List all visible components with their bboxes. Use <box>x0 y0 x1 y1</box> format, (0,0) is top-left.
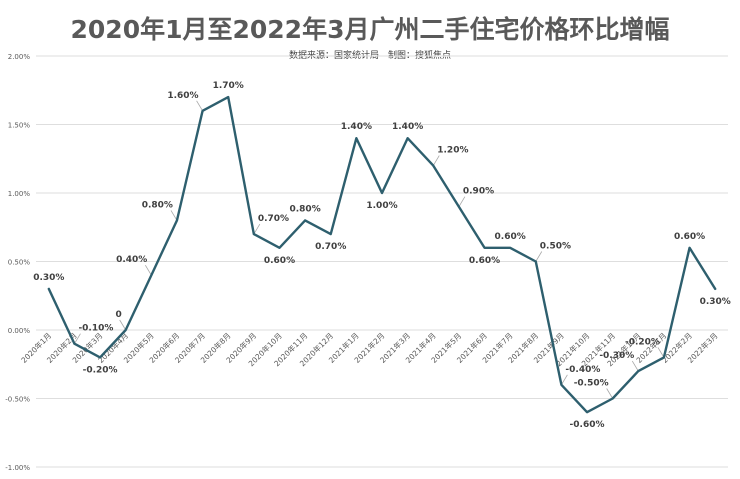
data-point <box>125 329 127 331</box>
y-tick-label: 1.50% <box>8 122 31 130</box>
label-leader-lines <box>74 100 665 399</box>
y-tick-label: -1.00% <box>5 464 30 472</box>
data-label: 0.30% <box>33 273 64 283</box>
data-point <box>406 137 408 139</box>
label-leader-line <box>561 374 568 386</box>
data-point <box>637 370 639 372</box>
data-label: 0.80% <box>289 204 320 214</box>
data-label: 0.60% <box>674 232 705 242</box>
data-label: 0.30% <box>700 297 731 307</box>
label-leader-line <box>458 196 466 207</box>
data-label: 1.70% <box>213 81 244 91</box>
x-axis: 2020年1月2020年2月2020年3月2020年4月2020年5月2020年… <box>19 330 720 368</box>
data-point <box>330 233 332 235</box>
data-point <box>714 288 716 290</box>
data-label: 0.60% <box>469 256 500 266</box>
data-point <box>483 247 485 249</box>
data-label: 1.40% <box>341 122 372 132</box>
data-point <box>48 288 50 290</box>
data-label: 0.80% <box>142 200 173 210</box>
label-leader-line <box>144 264 152 276</box>
data-label: 0.70% <box>315 242 346 252</box>
label-leader-line <box>119 319 127 331</box>
data-label: -0.30% <box>599 351 634 361</box>
data-point <box>509 247 511 249</box>
data-point <box>304 219 306 221</box>
data-label: 0.50% <box>540 242 571 252</box>
y-tick-label: 1.00% <box>8 190 31 198</box>
data-label: 0.90% <box>463 187 494 197</box>
chart-title: 2020年1月至2022年3月广州二手住宅价格环比增幅 <box>70 15 670 44</box>
data-labels: 0.30% -0.10% -0.20% 0 0.40% 0.80% 1.60% 1.70% 0.… <box>33 81 731 430</box>
data-label: -0.20% <box>83 365 118 375</box>
data-point <box>688 247 690 249</box>
data-label: 0 <box>115 310 121 320</box>
data-point <box>586 411 588 413</box>
label-leader-line <box>606 388 614 399</box>
series-line <box>47 95 717 414</box>
data-label: 0.40% <box>116 255 147 265</box>
y-tick-label: 0.00% <box>8 327 31 335</box>
data-label: 0.70% <box>258 214 289 224</box>
label-leader-line <box>657 347 665 358</box>
data-label: -0.60% <box>570 420 605 430</box>
data-point <box>99 356 101 358</box>
data-label: -0.20% <box>625 337 660 347</box>
data-label: 1.20% <box>437 146 468 156</box>
data-label: 1.60% <box>167 91 198 101</box>
label-leader-line <box>74 333 81 344</box>
label-leader-line <box>170 210 178 221</box>
data-label: 0.60% <box>495 232 526 242</box>
y-tick-label: 0.50% <box>8 259 31 267</box>
label-leader-line <box>432 155 440 166</box>
data-point <box>663 356 665 358</box>
data-label: 1.40% <box>392 122 423 132</box>
label-leader-line <box>631 360 639 372</box>
label-leader-line <box>535 251 543 262</box>
label-leader-line <box>196 100 203 112</box>
series-line-group <box>47 95 717 414</box>
data-point <box>227 96 229 98</box>
y-tick-label: 2.00% <box>8 53 31 61</box>
data-point <box>611 397 613 399</box>
label-leader-line <box>253 223 261 235</box>
data-point <box>278 247 280 249</box>
data-point <box>150 274 152 276</box>
data-label: 0.60% <box>264 256 295 266</box>
data-point <box>381 192 383 194</box>
data-point <box>176 219 178 221</box>
data-point <box>432 164 434 166</box>
data-point <box>458 206 460 208</box>
data-label: 1.00% <box>366 201 397 211</box>
y-tick-label: -0.50% <box>5 396 30 404</box>
data-point <box>253 233 255 235</box>
data-label: -0.50% <box>574 379 609 389</box>
data-point <box>535 260 537 262</box>
data-label: -0.10% <box>78 324 113 334</box>
data-point <box>355 137 357 139</box>
y-axis: -1.00% -0.50% 0.00% 0.50% 1.00% 1.50% 2.00% <box>5 53 30 472</box>
data-point <box>73 343 75 345</box>
data-point <box>201 110 203 112</box>
data-label: -0.40% <box>565 365 600 375</box>
data-point <box>560 384 562 386</box>
